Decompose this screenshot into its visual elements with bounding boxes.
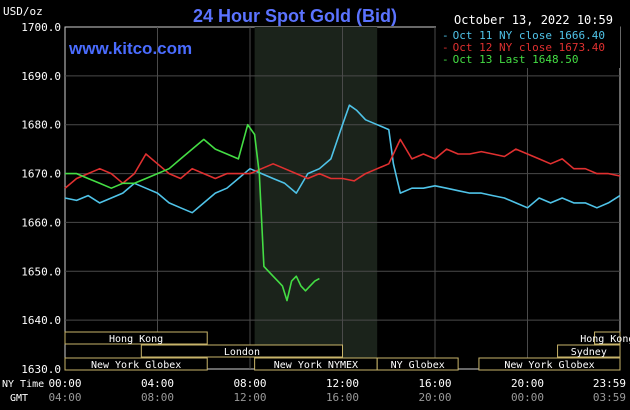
session-bar bbox=[64, 357, 208, 371]
x-tick-label-gmt: 16:00 bbox=[326, 391, 359, 404]
y-tick-label: 1650.0 bbox=[21, 265, 61, 278]
x-tick-label-gmt: 03:59 bbox=[593, 391, 626, 404]
session-bar bbox=[594, 331, 621, 345]
session-label: London bbox=[224, 347, 260, 358]
x-tick-label-ny: 23:59 bbox=[593, 377, 626, 390]
y-tick-label: 1670.0 bbox=[21, 168, 61, 181]
legend: - Oct 11 NY close 1666.40 - Oct 12 NY clos… bbox=[436, 26, 620, 68]
session-label: New York Globex bbox=[504, 360, 594, 371]
x-tick-label-gmt: 20:00 bbox=[418, 391, 451, 404]
y-tick-label: 1640.0 bbox=[21, 314, 61, 327]
series-line-0 bbox=[64, 104, 621, 214]
x-tick-label-ny: 08:00 bbox=[233, 377, 266, 390]
x-axis-gmt-label: GMT bbox=[10, 393, 28, 404]
session-bar bbox=[557, 344, 621, 358]
session-bar bbox=[478, 357, 621, 371]
y-tick-label: 1680.0 bbox=[21, 119, 61, 132]
x-tick-label-gmt: 00:00 bbox=[511, 391, 544, 404]
legend-entry-oct12: - Oct 12 NY close 1673.40 bbox=[442, 41, 605, 54]
y-axis-unit-label: USD/oz bbox=[3, 5, 43, 18]
y-tick-label: 1700.0 bbox=[21, 21, 61, 34]
x-tick-label-ny: 16:00 bbox=[418, 377, 451, 390]
session-label: Hong Kong bbox=[580, 334, 630, 345]
session-label: New York Globex bbox=[91, 360, 181, 371]
series-line-1 bbox=[64, 138, 621, 189]
session-label: NY Globex bbox=[391, 360, 445, 371]
x-tick-label-gmt: 04:00 bbox=[48, 391, 81, 404]
x-tick-label-ny: 00:00 bbox=[48, 377, 81, 390]
series-line-2 bbox=[65, 123, 320, 302]
legend-entry-oct13: - Oct 13 Last 1648.50 bbox=[442, 53, 578, 66]
session-bar bbox=[140, 344, 343, 358]
session-label: New York NYMEX bbox=[274, 360, 358, 371]
chart-title: 24 Hour Spot Gold (Bid) bbox=[193, 6, 397, 26]
nymex-shaded-region bbox=[254, 27, 378, 369]
y-tick-label: 1630.0 bbox=[21, 363, 61, 376]
x-tick-label-gmt: 08:00 bbox=[141, 391, 174, 404]
chart-timestamp: October 13, 2022 10:59 bbox=[454, 13, 613, 27]
x-axis-ny-time-label: NY Time bbox=[2, 379, 44, 390]
session-label: Hong Kong bbox=[109, 334, 163, 345]
session-bar bbox=[376, 357, 459, 371]
x-tick-label-gmt: 12:00 bbox=[233, 391, 266, 404]
legend-entry-oct11: - Oct 11 NY close 1666.40 bbox=[442, 29, 605, 42]
y-tick-label: 1660.0 bbox=[21, 216, 61, 229]
session-label: Sydney bbox=[571, 347, 607, 358]
site-watermark: www.kitco.com bbox=[68, 39, 192, 58]
x-tick-label-ny: 12:00 bbox=[326, 377, 359, 390]
session-bar bbox=[64, 331, 208, 345]
x-tick-label-ny: 04:00 bbox=[141, 377, 174, 390]
y-tick-label: 1690.0 bbox=[21, 70, 61, 83]
x-tick-label-ny: 20:00 bbox=[511, 377, 544, 390]
